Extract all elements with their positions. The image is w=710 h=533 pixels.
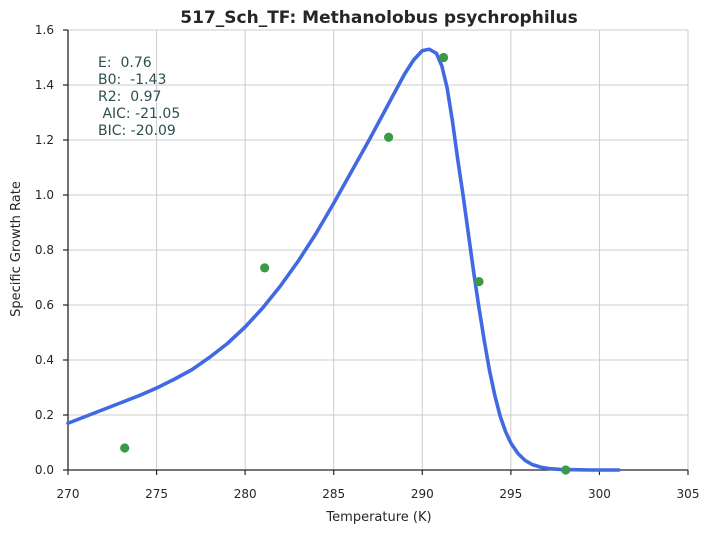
y-tick-label-4: 0.8 bbox=[35, 243, 54, 257]
y-tick-label-0: 0.0 bbox=[35, 463, 54, 477]
y-tick-label-3: 0.6 bbox=[35, 298, 54, 312]
fit-statistics: E: 0.76 B0: -1.43 R2: 0.97 AIC: -21.05 B… bbox=[98, 55, 180, 139]
x-tick-label-6: 300 bbox=[588, 487, 611, 501]
data-point-1 bbox=[260, 263, 270, 273]
x-tick-label-2: 280 bbox=[234, 487, 257, 501]
x-tick-label-7: 305 bbox=[677, 487, 700, 501]
data-point-4 bbox=[474, 277, 484, 287]
data-point-0 bbox=[120, 443, 130, 453]
y-tick-label-8: 1.6 bbox=[35, 23, 54, 37]
x-tick-label-5: 295 bbox=[499, 487, 522, 501]
plot-area bbox=[66, 47, 621, 475]
fit-curve-line bbox=[66, 47, 621, 472]
data-point-5 bbox=[561, 465, 571, 475]
x-tick-label-1: 275 bbox=[145, 487, 168, 501]
y-axis-label: Specific Growth Rate bbox=[9, 181, 24, 317]
x-tick-label-0: 270 bbox=[57, 487, 80, 501]
data-point-3 bbox=[438, 52, 449, 63]
y-tick-label-1: 0.2 bbox=[35, 408, 54, 422]
chart-title: 517_Sch_TF: Methanolobus psychrophilus bbox=[180, 8, 577, 28]
data-point-2 bbox=[384, 132, 394, 142]
y-tick-label-7: 1.4 bbox=[35, 78, 54, 92]
y-tick-label-6: 1.2 bbox=[35, 133, 54, 147]
ticks: 270 275 280 285 290 295 300 305 0.0 0.2 0.4 0.6 0.8 1… bbox=[35, 23, 700, 501]
stat-e: E: 0.76 bbox=[98, 55, 152, 71]
stat-b0: B0: -1.43 bbox=[98, 72, 166, 88]
x-tick-label-4: 290 bbox=[411, 487, 434, 501]
x-axis-label: Temperature (K) bbox=[325, 510, 431, 525]
stat-aic: AIC: -21.05 bbox=[98, 106, 180, 122]
y-tick-label-2: 0.4 bbox=[35, 353, 54, 367]
stat-bic: BIC: -20.09 bbox=[98, 123, 176, 139]
y-tick-label-5: 1.0 bbox=[35, 188, 54, 202]
stat-r2: R2: 0.97 bbox=[98, 89, 161, 105]
x-tick-label-3: 285 bbox=[322, 487, 345, 501]
